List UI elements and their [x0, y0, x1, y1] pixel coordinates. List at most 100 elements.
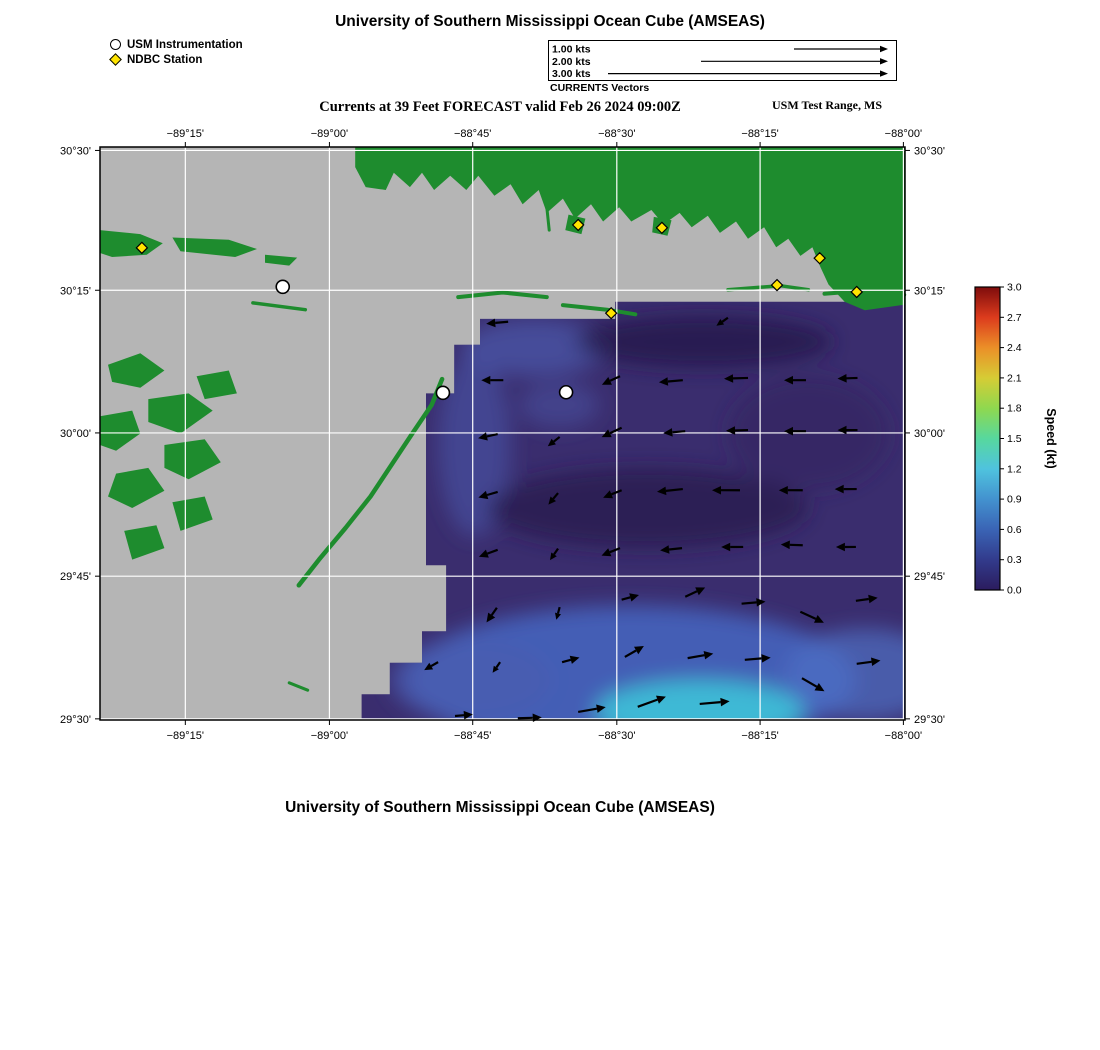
current-arrow	[463, 710, 473, 720]
lon-tick-label: −89°15'	[167, 128, 204, 140]
current-arrow	[814, 683, 825, 692]
lat-tick-label: 30°15'	[60, 285, 91, 297]
colorbar-tick-label: 0.3	[1007, 554, 1022, 566]
current-arrow	[555, 612, 561, 620]
colorbar	[974, 286, 1001, 591]
forecast-subtitle: Currents at 39 Feet FORECAST valid Feb 2…	[319, 99, 681, 115]
usm-instrumentation-icon	[110, 39, 121, 50]
ndbc-station-marker	[135, 241, 149, 255]
legend-item-ndbc: NDBC Station	[109, 52, 243, 67]
current-arrow	[835, 542, 845, 552]
lat-tick-label: 29°45'	[914, 571, 945, 583]
current-arrow	[550, 552, 557, 561]
colorbar-tick-label: 0.9	[1007, 494, 1022, 506]
lat-tick-label: 30°15'	[914, 285, 945, 297]
vector-scale-label: 3.00 kts	[552, 68, 591, 80]
lat-tick-label: 29°30'	[60, 714, 91, 726]
ndbc-station-marker	[655, 221, 669, 235]
current-arrow	[601, 377, 612, 385]
current-arrow	[424, 662, 434, 671]
current-arrow	[716, 319, 725, 326]
current-arrow	[603, 490, 613, 499]
current-arrow	[871, 657, 881, 666]
lat-tick-label: 29°30'	[914, 714, 945, 726]
axis-labels: −89°15' −89°15' −89°00' −89°00' −88°45' −88°4…	[60, 128, 945, 742]
lat-tick-label: 30°30'	[60, 145, 91, 157]
current-arrow	[492, 665, 499, 673]
lat-tick-label: 30°30'	[914, 145, 945, 157]
ndbc-station-marker	[571, 218, 585, 232]
usm-instrumentation-marker	[558, 384, 574, 400]
current-arrow	[726, 426, 736, 435]
vector-scale-label: 1.00 kts	[552, 44, 591, 56]
current-arrow	[547, 438, 556, 447]
figure-title: University of Southern Mississippi Ocean…	[335, 13, 765, 30]
current-arrow	[720, 697, 730, 707]
current-arrow	[601, 548, 612, 557]
lon-tick-label: −89°00'	[311, 128, 348, 140]
current-arrow	[658, 377, 669, 386]
current-vectors	[424, 316, 881, 722]
current-arrow	[834, 484, 844, 494]
ndbc-station-marker	[770, 278, 784, 292]
current-arrow	[761, 654, 771, 663]
current-arrow	[548, 496, 556, 505]
vector-scale-arrow	[880, 45, 888, 53]
test-range-label: USM Test Range, MS	[772, 98, 883, 112]
vector-scale-label: 2.00 kts	[552, 56, 591, 68]
current-arrow	[703, 651, 714, 660]
lat-tick-label: 30°00'	[60, 428, 91, 440]
vector-scale-caption: CURRENTS Vectors	[550, 82, 650, 94]
current-arrow	[478, 549, 489, 558]
current-arrow	[486, 612, 496, 623]
usm-instrumentation-marker	[275, 279, 291, 295]
current-arrow	[656, 695, 666, 704]
current-arrow	[657, 486, 667, 496]
current-arrow	[778, 486, 788, 495]
lat-tick-label: 30°00'	[914, 428, 945, 440]
lat-tick-label: 29°45'	[60, 571, 91, 583]
current-arrow	[629, 593, 639, 602]
current-arrow	[784, 375, 793, 385]
colorbar-tick-label: 0.6	[1007, 524, 1022, 536]
current-arrow	[756, 598, 766, 607]
map-legend: USM Instrumentation NDBC Station	[109, 37, 243, 67]
current-arrow	[721, 542, 731, 552]
graticule	[100, 147, 905, 720]
vector-scale-arrow	[880, 58, 888, 65]
colorbar-tick-label: 1.5	[1007, 433, 1022, 445]
current-arrow	[660, 545, 670, 554]
current-arrow	[634, 646, 644, 655]
current-arrow	[712, 486, 721, 495]
lon-tick-label: −88°45'	[454, 730, 491, 742]
colorbar-tick-label: 1.8	[1007, 403, 1022, 415]
lon-tick-label: −88°45'	[454, 128, 491, 140]
colorbar-tick-label: 0.0	[1007, 585, 1022, 597]
current-arrow	[569, 655, 580, 664]
usm-instrumentation-marker	[435, 385, 451, 401]
colorbar-tick-label: 1.2	[1007, 463, 1022, 475]
colorbar-tick-label: 2.1	[1007, 372, 1022, 384]
vector-scale-box: 1.00 kts 2.00 kts 3.00 kts	[548, 40, 897, 81]
colorbar-label: Speed (kt)	[1044, 408, 1058, 468]
lon-tick-label: −89°00'	[311, 730, 348, 742]
current-arrow	[868, 594, 878, 604]
current-arrow	[814, 615, 824, 623]
colorbar-tick-label: 2.7	[1007, 312, 1022, 324]
legend-label-usm: USM Instrumentation	[127, 38, 243, 51]
current-arrow	[780, 540, 790, 550]
current-arrow	[601, 429, 612, 438]
vector-scale-arrow	[880, 70, 888, 77]
ndbc-station-marker	[813, 251, 827, 265]
ocean-speed-patches	[389, 316, 906, 720]
current-arrow	[724, 374, 734, 383]
legend-item-usm: USM Instrumentation	[110, 37, 243, 52]
lon-tick-label: −88°30'	[598, 730, 635, 742]
colorbar-tick-label: 3.0	[1007, 282, 1022, 294]
current-arrow	[478, 490, 489, 500]
current-arrow	[478, 432, 488, 441]
ndbc-station-marker	[604, 306, 618, 320]
current-arrow	[486, 318, 496, 328]
